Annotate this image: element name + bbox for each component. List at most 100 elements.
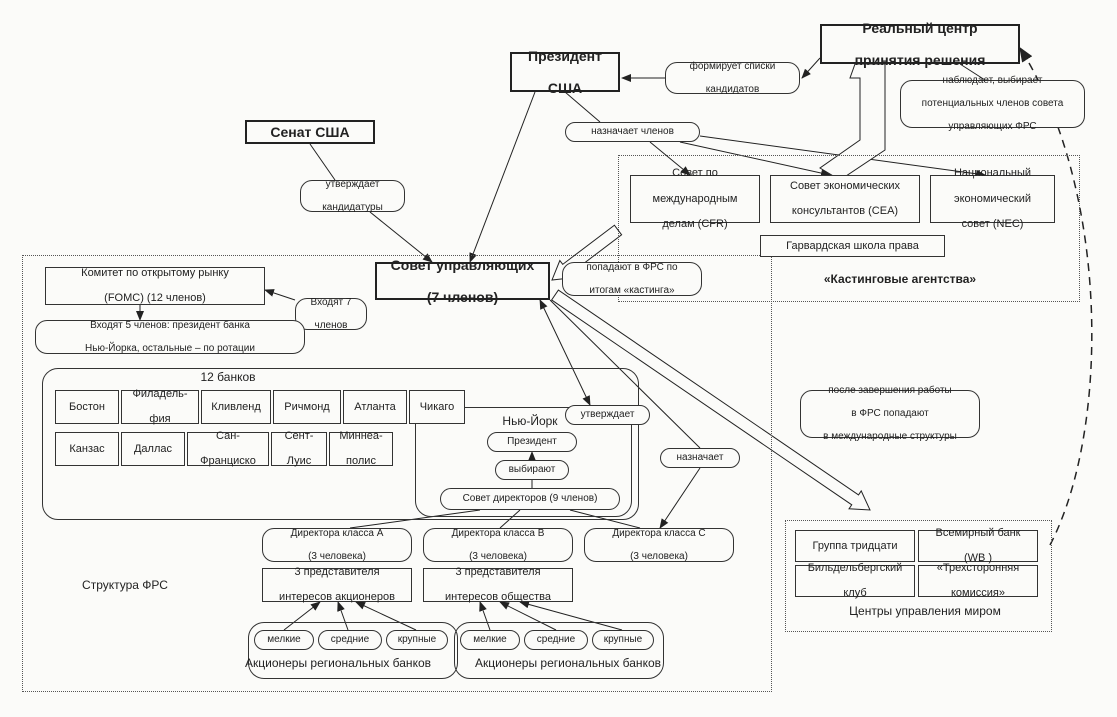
node-vhod5-line2: Нью-Йорка, остальные – по ротации (85, 343, 255, 355)
node-repA-line1: 3 представителя (294, 566, 379, 579)
node-dirC-line2: (3 человека) (630, 551, 688, 563)
node-naznach-line1: назначает членов (591, 126, 674, 138)
node-b5: Атланта (343, 390, 407, 424)
node-b9: Сан- Франциско (187, 432, 269, 466)
node-fomc-line1: Комитет по открытому рынку (81, 267, 229, 280)
node-b3-line1: Кливленд (211, 401, 261, 414)
node-repA: 3 представителяинтересов акционеров (262, 568, 412, 602)
node-akB-line1: Акционеры региональных банков (475, 656, 661, 670)
node-ny_elect: выбирают (495, 460, 569, 480)
node-harvard-line1: Гарвардская школа права (786, 240, 919, 253)
node-b1-line1: Бостон (69, 401, 105, 414)
node-b11-line1: Миннеа- (339, 430, 382, 443)
node-repB-line1: 3 представителя (455, 566, 540, 579)
node-watchpick-line1: наблюдает, выбирает (943, 75, 1043, 87)
node-agencies_lbl-line1: «Кастинговые агентства» (824, 272, 976, 286)
node-nec-line2: экономический (954, 193, 1031, 206)
node-struct_lbl-line1: Структура ФРС (82, 578, 168, 592)
node-nec: Национальныйэкономическийсовет (NEC) (930, 175, 1055, 223)
node-utver-line1: утверждает (581, 409, 635, 421)
node-centers: Центры управления миром (825, 604, 1025, 618)
node-akA-line1: Акционеры региональных банков (245, 656, 431, 670)
node-dirC-line1: Директора класса С (612, 528, 705, 540)
node-b9-line2: Франциско (200, 455, 256, 468)
node-wb: Всемирный банк(WB ) (918, 530, 1038, 562)
node-b9-line1: Сан- (216, 430, 240, 443)
node-a_mel: мелкие (254, 630, 314, 650)
node-ny_board-line1: Совет директоров (9 членов) (463, 493, 598, 505)
node-repB-line2: интересов общества (445, 591, 551, 604)
node-intl-line1: после завершения работы (828, 385, 951, 397)
node-dirA-line2: (3 человека) (308, 551, 366, 563)
edge-e_senate_utv (310, 144, 335, 180)
node-bild-line2: клуб (843, 587, 866, 600)
node-fomc: Комитет по открытому рынку (FOMC) (12 чле… (45, 267, 265, 305)
node-b7-line1: Канзас (69, 443, 104, 456)
node-bild: Бильдельбергскийклуб (795, 565, 915, 597)
node-b6-line1: Чикаго (420, 401, 455, 414)
node-dirB: Директора класса В(3 человека) (423, 528, 573, 562)
node-b1: Бостон (55, 390, 119, 424)
node-g30-line1: Группа тридцати (813, 540, 898, 553)
node-agencies_lbl: «Кастинговые агентства» (805, 272, 995, 286)
node-utver: утверждает (565, 405, 650, 425)
node-senate: Сенат США (245, 120, 375, 144)
node-a_kru: крупные (386, 630, 448, 650)
node-b8: Даллас (121, 432, 185, 466)
node-b10-line2: Луис (287, 455, 312, 468)
node-vhod7-line1: Входят 7 (311, 297, 352, 309)
node-fomc-line2: (FOMC) (12 членов) (104, 292, 206, 305)
node-ny_elect-line1: выбирают (509, 464, 556, 476)
node-nazn2-line1: назначает (676, 452, 723, 464)
node-utverzhd-line1: утверждает (326, 179, 380, 191)
node-kasres: попадают в ФРС по итогам «кастинга» (562, 262, 702, 296)
edge-e_real_form (802, 58, 820, 78)
node-formlist-line2: кандидатов (706, 84, 760, 96)
node-cea: Совет экономическихконсультантов (CEA) (770, 175, 920, 223)
node-a_kru-line1: крупные (398, 634, 437, 646)
node-kasres-line2: итогам «кастинга» (589, 285, 674, 297)
node-intl-line3: в международные структуры (823, 431, 957, 443)
edge-e_pres_nazn (565, 92, 600, 122)
node-realcenter-line1: Реальный центр (862, 20, 977, 36)
node-president: ПрезидентСША (510, 52, 620, 92)
node-a_mel-line1: мелкие (267, 634, 300, 646)
node-naznach: назначает членов (565, 122, 700, 142)
node-cea-line2: консультантов (CEA) (792, 205, 898, 218)
node-senate-line1: Сенат США (270, 124, 349, 140)
node-vhod7-line2: членов (314, 320, 347, 332)
node-vhod7: Входят 7 членов (295, 298, 367, 330)
node-dirA: Директора класса А(3 человека) (262, 528, 412, 562)
node-realcenter: Реальный центрпринятия решения (820, 24, 1020, 64)
edge-e_pres_board (470, 92, 535, 262)
node-ny_lbl-line1: Нью-Йорк (502, 414, 557, 428)
node-b4: Ричмонд (273, 390, 341, 424)
node-ny_pres-line1: Президент (507, 436, 557, 448)
node-banks_lbl-line1: 12 банков (200, 370, 255, 384)
node-kasres-line1: попадают в ФРС по (586, 262, 677, 274)
node-a_sre: средние (318, 630, 382, 650)
node-formlist-line1: формирует списки (690, 61, 776, 73)
node-akB: Акционеры региональных банков (448, 656, 688, 670)
node-b8-line1: Даллас (134, 443, 172, 456)
node-b4-line1: Ричмонд (284, 401, 329, 414)
node-board-line2: (7 членов) (427, 289, 498, 305)
node-struct_lbl: Структура ФРС (60, 578, 190, 592)
node-wb-line1: Всемирный банк (935, 527, 1020, 540)
node-vhod5: Входят 5 членов: президент банка Нью-Йорк… (35, 320, 305, 354)
node-vhod5-line1: Входят 5 членов: президент банка (90, 320, 250, 332)
node-tri-line2: комиссия» (951, 587, 1005, 600)
node-a_sre-line1: средние (331, 634, 369, 646)
node-utverzhd: утверждает кандидатуры (300, 180, 405, 212)
node-b10-line1: Сент- (285, 430, 314, 443)
node-board: Совет управляющих(7 членов) (375, 262, 550, 300)
node-utverzhd-line2: кандидатуры (322, 202, 383, 214)
node-b6: Чикаго (409, 390, 465, 424)
node-g30: Группа тридцати (795, 530, 915, 562)
node-nazn2: назначает (660, 448, 740, 468)
node-realcenter-line2: принятия решения (855, 52, 986, 68)
node-b2-line2: фия (149, 413, 170, 426)
node-cfr-line1: Совет по (672, 167, 718, 180)
node-akA: Акционеры региональных банков (218, 656, 458, 670)
node-harvard: Гарвардская школа права (760, 235, 945, 257)
